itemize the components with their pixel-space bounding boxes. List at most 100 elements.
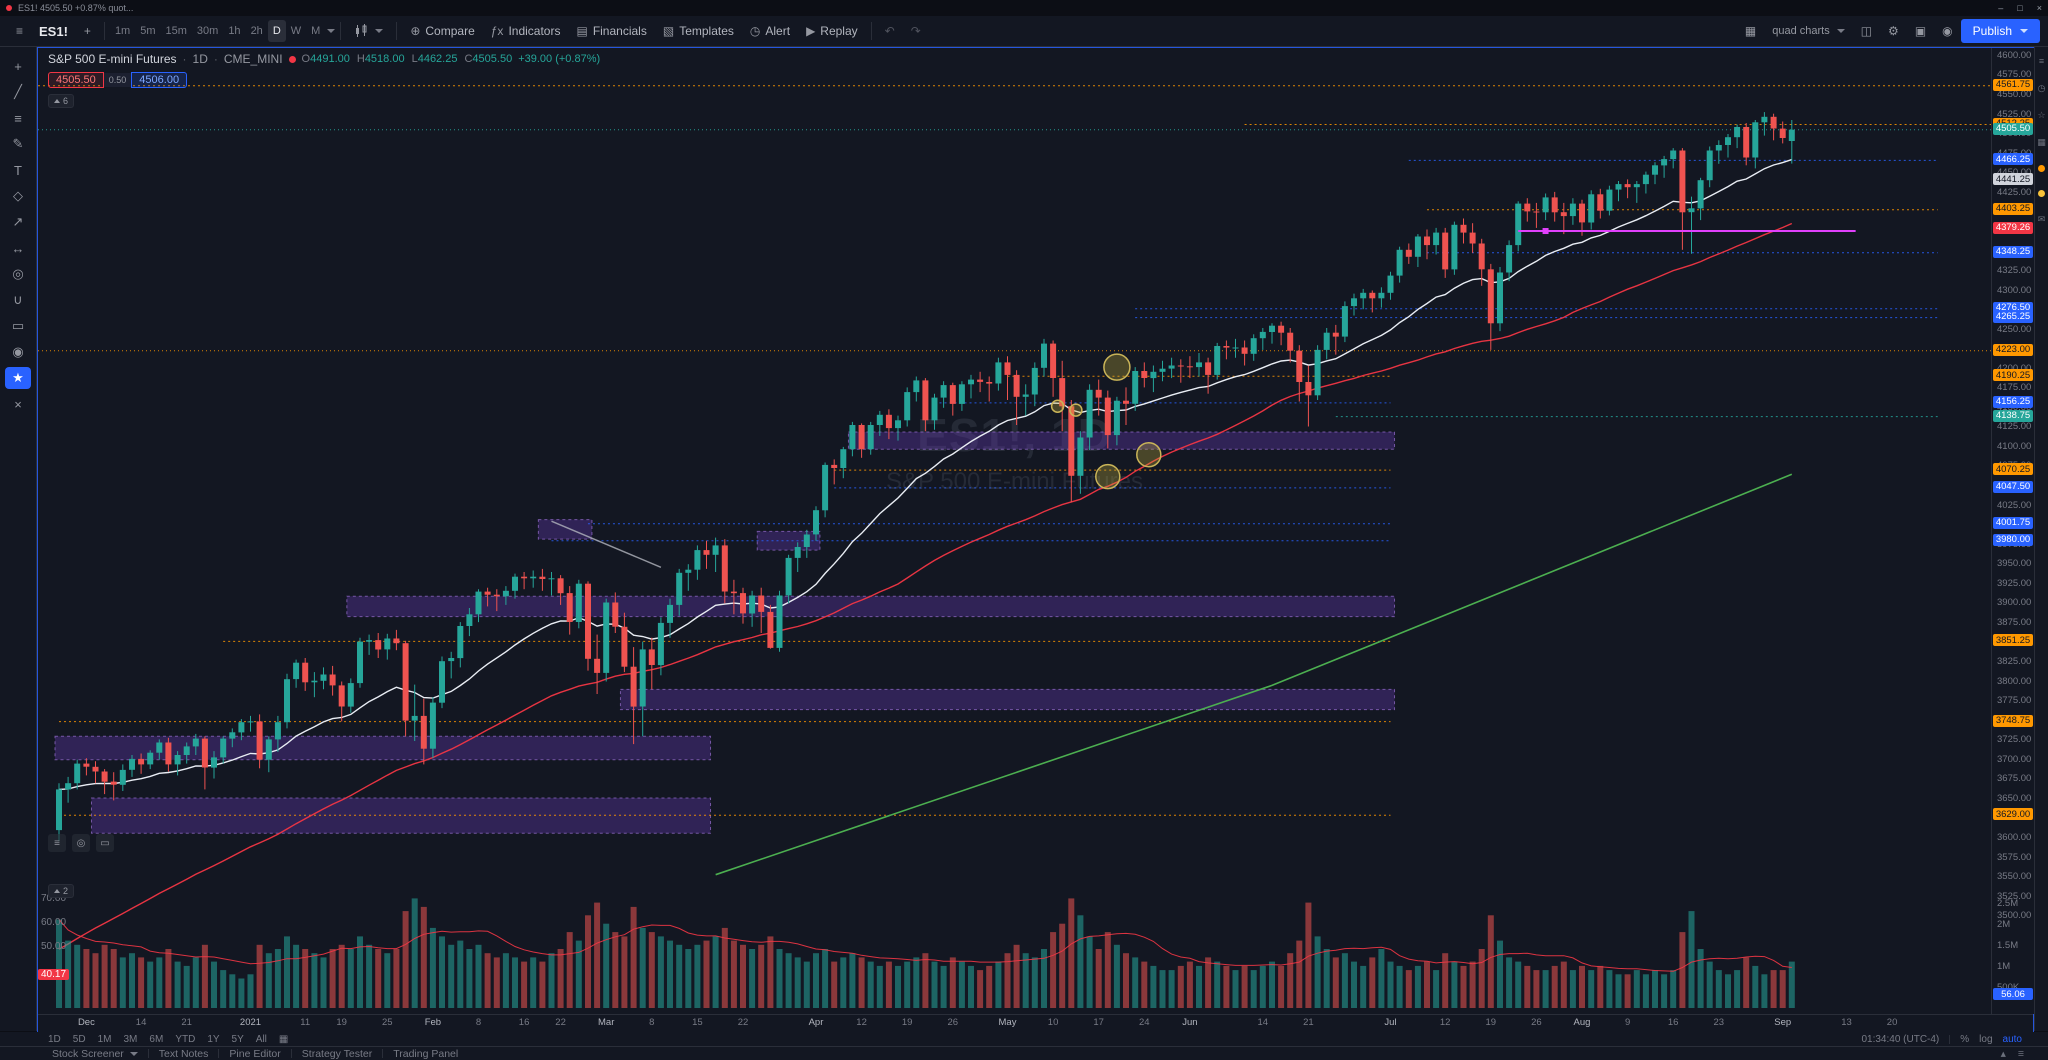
watchlist-icon[interactable]: ≡ <box>2038 56 2045 66</box>
notifications-badge[interactable] <box>2038 165 2045 172</box>
range-5d[interactable]: 5D <box>72 1033 86 1045</box>
hotlists-icon[interactable]: ☆ <box>2037 110 2046 120</box>
close-button[interactable]: × <box>2036 3 2042 13</box>
scale-toggle-%[interactable]: % <box>1960 1033 1970 1045</box>
chart-widget[interactable]: ES1!, 1D S&P 500 E-mini Futures S&P 500 … <box>37 47 2034 1032</box>
chart-maximize-icon[interactable]: ▭ <box>96 834 114 852</box>
range-6m[interactable]: 6M <box>149 1033 164 1045</box>
timeframe-1m[interactable]: 1m <box>114 25 131 37</box>
price-tick: 4100.00 <box>1997 440 2032 452</box>
range-1y[interactable]: 1Y <box>207 1033 220 1045</box>
text-tool[interactable]: T <box>14 162 22 178</box>
chart-style-chevron-down-icon <box>375 29 384 33</box>
favorites-tool[interactable]: ★ <box>5 367 31 389</box>
undo-button[interactable]: ↶ <box>877 19 903 43</box>
chart-settings-button[interactable]: ⚙ <box>1880 19 1907 43</box>
buy-button[interactable]: 4506.00 <box>131 72 188 88</box>
volume-scale-tick: 1M <box>1997 960 2011 972</box>
maximize-button[interactable]: □ <box>2017 3 2023 13</box>
symbol-search-button[interactable]: ES1! <box>31 19 76 43</box>
layout-select-button[interactable]: quad charts <box>1764 19 1852 43</box>
compare-button[interactable]: ⊕ Compare <box>402 19 482 43</box>
add-symbol-button[interactable]: + <box>76 19 99 43</box>
magnet-tool[interactable]: ∪ <box>13 292 23 307</box>
sell-button[interactable]: 4505.50 <box>48 72 104 88</box>
level-price-label: 4156.25 <box>1993 395 2033 408</box>
range-1d[interactable]: 1D <box>48 1033 61 1045</box>
timeframe-W[interactable]: W <box>290 25 302 37</box>
chart-eye-icon[interactable]: ◎ <box>72 834 90 852</box>
status-badge[interactable] <box>2038 190 2045 197</box>
timeframe-D[interactable]: D <box>267 20 286 42</box>
alerts-icon[interactable]: ◷ <box>2037 83 2046 93</box>
fib-retracement-tool[interactable]: ≡ <box>14 110 22 126</box>
time-tick: 16 <box>1667 1017 1679 1028</box>
ohlc-values: O4491.00 H4518.00 L4462.25 C4505.50 <box>302 53 513 65</box>
templates-button[interactable]: ▧ Templates <box>655 19 742 43</box>
time-axis[interactable]: Dec 14 21 2021 11 19 25 Feb 8 16 22 Mar 8 15 22 Apr 12 19… <box>38 1014 2033 1032</box>
os-title-bar: ES1! 4505.50 +0.87% quot... – □ × <box>0 0 2048 16</box>
price-tick: 4525.00 <box>1997 108 2032 120</box>
financials-button[interactable]: ▤ Financials <box>568 19 654 43</box>
fullscreen-button[interactable]: ▣ <box>1907 19 1934 43</box>
crosshair-tool[interactable]: + <box>14 58 22 74</box>
inbox-icon[interactable]: ✉ <box>2037 214 2046 224</box>
range-3m[interactable]: 3M <box>123 1033 138 1045</box>
range-ytd[interactable]: YTD <box>175 1033 196 1045</box>
redo-button[interactable]: ↷ <box>903 19 929 43</box>
timeframe-2h[interactable]: 2h <box>250 25 263 37</box>
minimize-button[interactable]: – <box>1998 3 2004 13</box>
show-hide-drawings-eye-icon[interactable]: ◉ <box>12 344 24 359</box>
price-tick: 3550.00 <box>1997 871 2032 882</box>
tab-pine-editor[interactable]: Pine Editor <box>229 1047 281 1060</box>
tab-trading-panel[interactable]: Trading Panel <box>393 1047 459 1060</box>
level-price-label: 3980.00 <box>1993 533 2033 546</box>
scale-toggle-log[interactable]: log <box>1979 1033 1993 1045</box>
chart-plot-area[interactable]: ES1!, 1D S&P 500 E-mini Futures S&P 500 … <box>38 48 1991 1014</box>
tab-strategy-tester[interactable]: Strategy Tester <box>301 1047 373 1060</box>
main-menu-button[interactable]: ≡ <box>8 19 31 43</box>
tab-divider <box>218 1049 220 1058</box>
save-layout-button[interactable]: ◫ <box>1853 19 1880 43</box>
collapse-panel-icon[interactable]: ▴ <box>2000 1047 2006 1060</box>
symbol-legend[interactable]: S&P 500 E-mini Futures · 1D · CME_MINI O… <box>48 52 601 66</box>
replay-button[interactable]: ▶ Replay <box>798 19 866 43</box>
snapshot-button[interactable]: ◉ <box>1934 19 1960 43</box>
calendar-icon[interactable]: ▦ <box>2037 137 2046 147</box>
range-all[interactable]: All <box>255 1033 267 1045</box>
main-pane-collapsed-indicators[interactable]: 6 <box>48 94 75 108</box>
price-axis[interactable]: 4600.004575.004550.004525.004500.004475.… <box>1991 48 2034 1014</box>
chart-quick-menu-icon[interactable]: ≡ <box>48 834 66 852</box>
rectangle-tool[interactable]: ▭ <box>11 318 25 333</box>
level-price-label: 4348.25 <box>1993 245 2033 258</box>
range-5y[interactable]: 5Y <box>231 1033 244 1045</box>
measure-tool[interactable]: ↔ <box>11 240 25 256</box>
publish-button[interactable]: Publish <box>1960 19 2040 43</box>
brush-tool[interactable]: ✎ <box>12 136 24 151</box>
layout-grid-button[interactable]: ▦ <box>1737 19 1764 43</box>
panel-menu-icon[interactable]: ≡ <box>2017 1047 2024 1060</box>
toolbar-divider <box>396 22 398 40</box>
time-tick: Dec <box>77 1017 95 1028</box>
timeframe-30m[interactable]: 30m <box>196 25 219 37</box>
ohlc-item: O4491.00 <box>302 53 350 65</box>
zoom-tool[interactable]: ◎ <box>12 266 24 281</box>
scale-toggle-auto[interactable]: auto <box>2002 1033 2022 1045</box>
pane2-collapsed-indicators[interactable]: 2 <box>48 884 75 898</box>
chart-style-button[interactable] <box>346 19 391 43</box>
tab-text-notes[interactable]: Text Notes <box>158 1047 209 1060</box>
prediction-tool[interactable]: ↗ <box>12 214 24 229</box>
timeframes-chevron-down-icon[interactable] <box>327 29 336 33</box>
remove-drawings-tool[interactable]: × <box>14 396 22 412</box>
trendline-tool[interactable]: ╱ <box>14 84 22 99</box>
timeframe-5m[interactable]: 5m <box>140 25 156 37</box>
timeframe-15m[interactable]: 15m <box>165 25 187 37</box>
tab-stock-screener[interactable]: Stock Screener <box>42 1048 148 1060</box>
range-1m[interactable]: 1M <box>97 1033 112 1045</box>
indicators-button[interactable]: ƒx Indicators <box>483 19 569 43</box>
pattern-tool[interactable]: ◇ <box>13 188 23 203</box>
go-to-date-icon[interactable]: ▦ <box>278 1033 289 1045</box>
alert-button[interactable]: ◷ Alert <box>742 19 798 43</box>
timeframe-1h[interactable]: 1h <box>228 25 241 37</box>
timeframe-M[interactable]: M <box>311 25 321 37</box>
